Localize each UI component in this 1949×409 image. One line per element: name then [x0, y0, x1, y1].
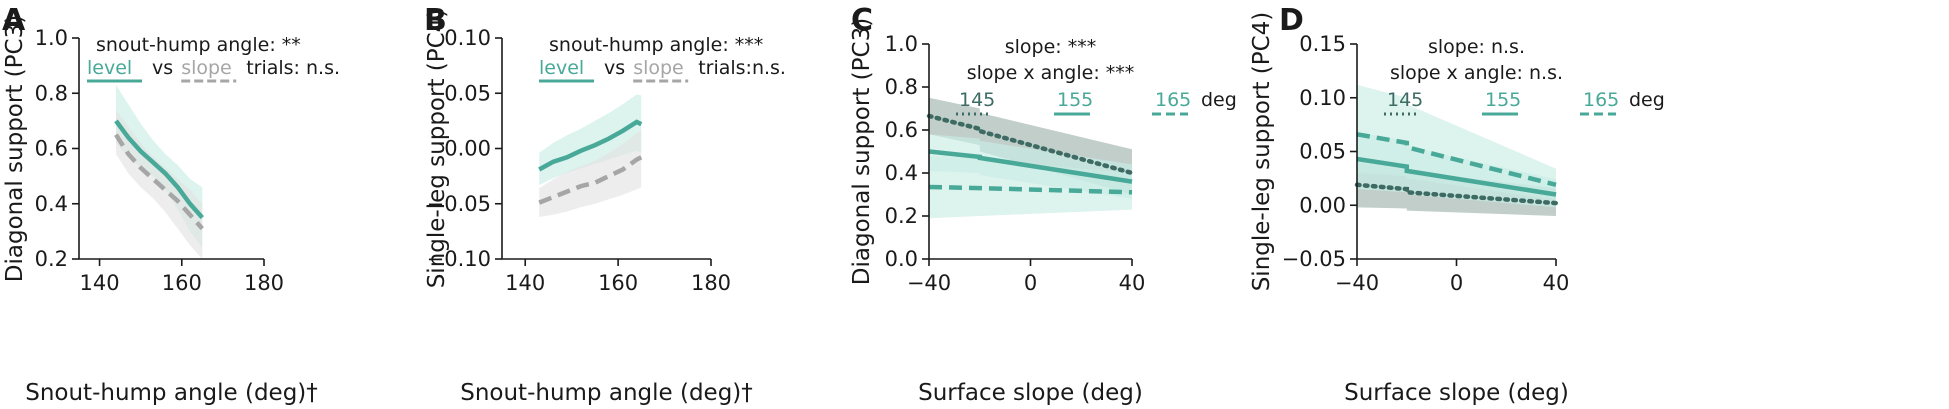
y-tick-label: −0.05 [427, 192, 491, 216]
y-tick-label: 0.4 [885, 161, 918, 185]
legend-label-2: 165 [1155, 89, 1191, 111]
y-axis-label: Diagonal support (PC3) [849, 18, 875, 285]
legend-label-3: trials: n.s. [246, 57, 340, 79]
legend-label-3: trials:n.s. [698, 57, 786, 79]
y-tick-label: 0.10 [444, 26, 491, 50]
y-tick-label: 0.2 [885, 204, 918, 228]
series-line-145 [1354, 182, 1559, 206]
stat-annotation-interaction: slope x angle: *** [967, 62, 1135, 84]
x-tick-label: 180 [691, 271, 731, 295]
series-line-level [114, 119, 204, 220]
y-tick-label: 0.4 [35, 192, 68, 216]
series-line-165 [928, 184, 1133, 195]
y-axis-label: Diagonal support (PC3) [2, 15, 28, 282]
ci-band-level [539, 94, 642, 185]
series-line-145 [926, 113, 1135, 176]
y-tick-label: 0.10 [1299, 86, 1346, 110]
stat-annotation-interaction: slope x angle: n.s. [1390, 62, 1563, 84]
series-line-155 [928, 149, 1133, 184]
series-line-slope [538, 155, 643, 205]
y-tick-label: 0.0 [885, 247, 918, 271]
x-tick-label: 140 [505, 271, 545, 295]
panel-d: D −0.05 0.00 0.05 0.10 0.15 −40 0 40 Surface slop… [1249, 3, 1665, 406]
x-axis-label: Snout-hump angle (deg)† [460, 380, 753, 406]
y-tick-label: 0.6 [885, 118, 918, 142]
ci-band-165 [929, 155, 1132, 219]
panel-a: A 0.2 0.4 0.6 0.8 1.0 140 160 180 Snout-hump angl… [2, 3, 340, 406]
legend-label-2: 165 [1583, 89, 1619, 111]
y-tick-label: 0.6 [35, 137, 68, 161]
legend-label-0: 145 [1387, 89, 1423, 111]
x-tick-label: 0 [1024, 271, 1037, 295]
legend-label-0: level [539, 57, 584, 79]
y-tick-label: 0.8 [885, 75, 918, 99]
legend-label-1: 155 [1057, 89, 1093, 111]
y-tick-label: −0.05 [1282, 247, 1346, 271]
x-axis-label: Surface slope (deg) [1344, 380, 1569, 406]
x-tick-label: 160 [162, 271, 202, 295]
y-axis-label: Single-leg support (PC4) [424, 9, 450, 289]
y-tick-label: 1.0 [35, 26, 68, 50]
legend-label-3: deg [1629, 89, 1665, 111]
x-tick-label: −40 [1335, 271, 1379, 295]
x-tick-label: 40 [1543, 271, 1570, 295]
y-tick-label: 0.15 [1299, 32, 1346, 56]
x-tick-label: 40 [1119, 271, 1146, 295]
y-tick-label: 0.00 [444, 137, 491, 161]
panel-letter: A [2, 3, 26, 38]
stat-annotation-slope: slope: n.s. [1428, 36, 1525, 58]
legend-label-1: vs [152, 57, 173, 79]
panel-c: C 0.0 0.2 0.4 0.6 0.8 1.0 −40 0 40 Surface slope (… [849, 3, 1237, 406]
panel-letter: B [424, 3, 447, 38]
x-tick-label: 140 [80, 271, 120, 295]
x-axis-label: Snout-hump angle (deg)† [25, 380, 318, 406]
x-tick-label: −40 [907, 271, 951, 295]
x-tick-label: 160 [598, 271, 638, 295]
panel-letter: C [851, 3, 873, 38]
ci-band-slope [539, 130, 642, 217]
y-tick-label: 0.00 [1299, 193, 1346, 217]
y-tick-label: 0.8 [35, 81, 68, 105]
y-tick-label: 1.0 [885, 32, 918, 56]
legend-label-1: vs [604, 57, 625, 79]
stat-annotation: snout-hump angle: ** [96, 34, 301, 56]
legend-label-0: level [87, 57, 132, 79]
y-tick-label: 0.05 [444, 81, 491, 105]
legend-label-2: slope [633, 57, 684, 79]
series-line-slope [114, 133, 204, 231]
panel-b: B −0.10 −0.05 0.00 0.05 0.10 140 160 180 Snout-hu… [424, 3, 786, 406]
series-line-165 [1356, 132, 1557, 187]
x-tick-label: 0 [1450, 271, 1463, 295]
legend-label-1: 155 [1485, 89, 1521, 111]
series-line-level [538, 119, 643, 172]
x-tick-label: 180 [244, 271, 284, 295]
legend-label-0: 145 [959, 89, 995, 111]
x-axis-label: Surface slope (deg) [918, 380, 1143, 406]
series-line-155 [1356, 156, 1557, 197]
panel-letter: D [1279, 3, 1304, 38]
legend-label-3: deg [1201, 89, 1237, 111]
stat-annotation: snout-hump angle: *** [549, 34, 763, 56]
y-tick-label: −0.10 [427, 247, 491, 271]
y-axis-label: Single-leg support (PC4) [1249, 12, 1275, 292]
legend-label-2: slope [181, 57, 232, 79]
y-tick-label: 0.2 [35, 247, 68, 271]
stat-annotation-slope: slope: *** [1005, 36, 1097, 58]
y-tick-label: 0.05 [1299, 140, 1346, 164]
